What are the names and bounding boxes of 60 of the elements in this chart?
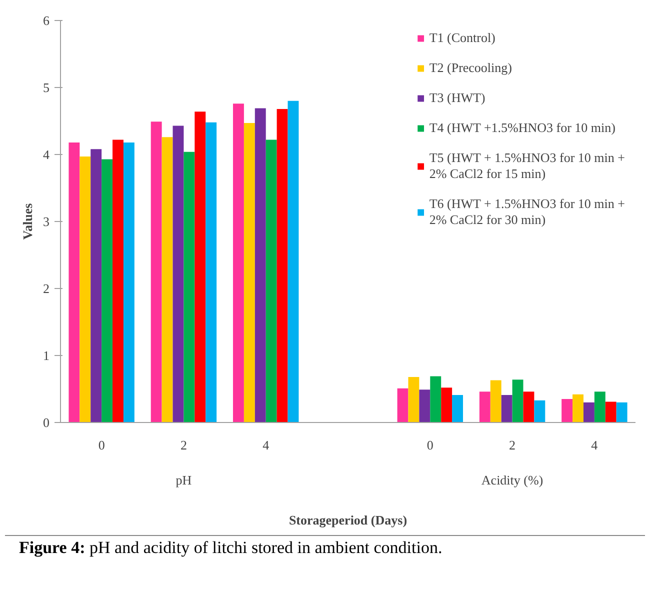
- bar: [102, 159, 113, 422]
- bar: [562, 399, 573, 422]
- bar: [512, 380, 524, 422]
- bar: [123, 142, 134, 422]
- y-tick-label: 3: [43, 214, 50, 229]
- bar: [276, 108, 288, 422]
- bar: [266, 140, 277, 422]
- caption: Figure 4: pH and acidity of litchi stored in ambient condition.: [19, 537, 442, 559]
- text: pH: [176, 472, 192, 488]
- bar: [523, 392, 534, 422]
- x-tick-label: 0: [98, 438, 105, 452]
- bar: [397, 388, 408, 422]
- bar: [80, 156, 91, 422]
- bar: [490, 380, 502, 422]
- bar: [206, 122, 217, 422]
- text: Acidity (%): [481, 472, 544, 488]
- bar: [184, 152, 195, 422]
- bar: [150, 122, 162, 422]
- y-axis-title: Values: [20, 203, 35, 240]
- bar: [616, 402, 628, 422]
- bar: [605, 402, 616, 422]
- bar: [233, 104, 244, 422]
- bar: [172, 126, 184, 422]
- bar: [583, 402, 594, 422]
- legend-label: T3 (HWT): [429, 90, 486, 106]
- x-tick-label: 0: [426, 438, 434, 452]
- legend-label: T2 (Precooling): [429, 60, 512, 76]
- legend-label: T4 (HWT +1.5%HNO3 for 10 min): [429, 120, 616, 136]
- bar: [162, 137, 173, 422]
- bar: [452, 395, 463, 422]
- bar: [112, 140, 124, 422]
- x-tick-label: 4: [591, 438, 598, 452]
- x-tick-label: 2: [509, 438, 516, 452]
- legend-label: T5 (HWT + 1.5%HNO3 for 10 min + 2% CaCl2 for 15 min): [429, 150, 625, 182]
- bar: [430, 376, 442, 422]
- y-tick-label: 1: [43, 348, 50, 363]
- bar: [254, 108, 266, 422]
- x-tick-label: 2: [180, 438, 187, 452]
- y-tick-label: 2: [43, 281, 50, 296]
- bar: [90, 149, 102, 422]
- legend-label: T1 (Control): [429, 30, 496, 46]
- bar: [594, 392, 606, 422]
- y-tick-label: 5: [43, 80, 50, 95]
- x-tick-label: 4: [262, 438, 270, 452]
- legend-label: T6 (HWT + 1.5%HNO3 for 10 min + 2% CaCl2 for 30 min): [429, 196, 625, 228]
- y-tick-label: 0: [43, 415, 50, 430]
- bar: [288, 100, 299, 422]
- y-tick-label: 4: [43, 147, 50, 162]
- bar: [534, 400, 546, 422]
- bar: [572, 394, 584, 422]
- bar: [244, 123, 255, 422]
- bar: [194, 112, 206, 422]
- bar: [419, 390, 430, 422]
- bar: [479, 392, 490, 422]
- bar: [441, 388, 452, 422]
- y-tick-label: 6: [43, 13, 50, 28]
- bar: [408, 376, 420, 422]
- bar: [501, 395, 512, 422]
- bar: [68, 142, 80, 422]
- x-axis-title: Storageperiod (Days): [288, 512, 408, 528]
